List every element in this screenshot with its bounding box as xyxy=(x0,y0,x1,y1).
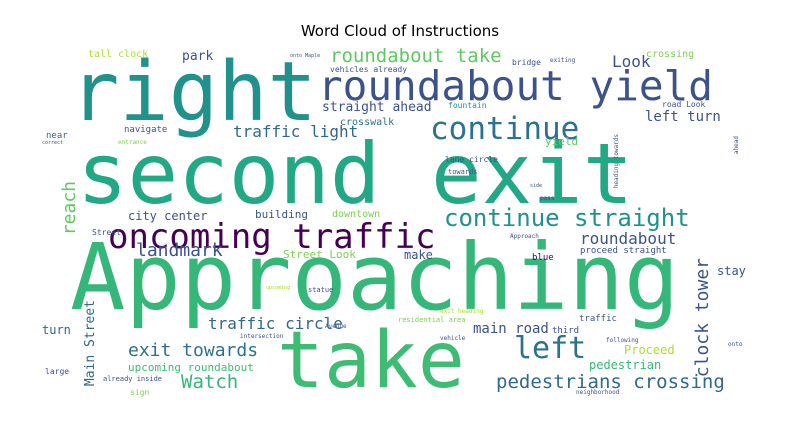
word-make: make xyxy=(404,248,433,262)
word-sign: sign xyxy=(130,388,150,397)
word-third: third xyxy=(552,326,580,336)
word-reach: reach xyxy=(59,181,80,236)
word-crossing: crossing xyxy=(646,49,695,60)
word-second-exit: second exit xyxy=(77,125,634,223)
word-yield: yield xyxy=(545,135,579,148)
word-traffic-light: traffic light xyxy=(233,122,359,141)
word-proceed-straight: proceed straight xyxy=(580,246,667,256)
word-continue-straight: continue straight xyxy=(444,204,690,232)
word-near: near xyxy=(46,131,68,141)
word-roundabout: roundabout xyxy=(580,229,677,248)
word-onto-maple: onto Maple xyxy=(290,53,321,59)
word-lane-circle: lane circle xyxy=(445,155,498,164)
chart-title: Word Cloud of Instructions xyxy=(300,22,500,40)
word-tall-clock: tall clock xyxy=(88,49,149,60)
word-bridge: bridge xyxy=(512,58,541,67)
word-main-street: Main Street xyxy=(83,300,98,387)
word-navigate: navigate xyxy=(124,125,168,135)
word-upcoming: upcoming xyxy=(266,285,291,291)
word-watch: Watch xyxy=(181,371,239,393)
word-upcoming-roundabout: upcoming roundabout xyxy=(128,361,254,374)
word-left-turn: left turn xyxy=(645,109,721,125)
word-left: left xyxy=(514,331,587,366)
word-clock-tower: clock tower xyxy=(692,258,713,378)
word-pass: pass xyxy=(540,195,555,202)
word-city-center: city center xyxy=(128,209,208,223)
word-roundabout-yield: roundabout yield xyxy=(318,62,713,110)
word-right: right xyxy=(70,45,317,140)
word-roundabout-take: roundabout take xyxy=(330,45,502,67)
word-approach: Approach xyxy=(510,233,539,240)
word-intersection: intersection xyxy=(240,333,284,340)
word-side: side xyxy=(530,183,543,189)
word-large: large xyxy=(45,367,70,376)
word-landmark: landmark xyxy=(136,240,223,261)
word-straight-ahead: straight ahead xyxy=(322,100,432,115)
word-oncoming-traffic: oncoming traffic xyxy=(108,217,436,257)
word-street: Street xyxy=(92,228,121,237)
word-cloud: second exit Approaching right take round… xyxy=(40,44,756,408)
word-exit-heading: exit heading xyxy=(440,308,484,315)
word-traffic: traffic xyxy=(579,314,617,324)
word-traffic-circle: traffic circle xyxy=(208,314,343,333)
word-continue: continue xyxy=(430,111,580,147)
word-street-look: Street Look xyxy=(283,248,356,261)
word-following: following xyxy=(606,337,639,344)
word-main-road: main road xyxy=(473,321,549,337)
word-blue: blue xyxy=(532,253,554,263)
word-downtown: downtown xyxy=(332,209,381,220)
word-road-look: road Look xyxy=(662,100,706,109)
word-pedestrians-crossing: pedestrians crossing xyxy=(496,371,725,393)
word-towards: towards xyxy=(448,168,478,176)
word-exit-towards: exit towards xyxy=(128,340,259,361)
word-vehicle: vehicle xyxy=(440,335,466,342)
word-exiting: exiting xyxy=(550,57,576,64)
word-pedestrian: pedestrian xyxy=(589,358,662,372)
word-park: park xyxy=(182,49,214,64)
word-correct: correct xyxy=(42,140,64,146)
word-statue: statue xyxy=(308,286,334,294)
word-approaching: Approaching xyxy=(70,224,680,331)
word-building: building xyxy=(255,208,308,221)
word-ahead: ahead xyxy=(733,136,740,155)
word-crosswalk: crosswalk xyxy=(340,117,395,128)
word-entrance: entrance xyxy=(118,139,147,146)
word-turn: turn xyxy=(42,323,71,337)
word-proceed: Proceed xyxy=(624,343,675,357)
word-avenue: Avenue xyxy=(325,323,347,330)
word-vehicles-already: vehicles already xyxy=(330,65,408,74)
word-onto: onto xyxy=(728,341,743,348)
word-look: Look xyxy=(612,52,651,71)
word-neighborhood: neighborhood xyxy=(576,389,620,396)
word-stay: stay xyxy=(717,264,746,278)
word-take: take xyxy=(277,316,465,406)
word-already-inside: already inside xyxy=(103,375,163,383)
word-heading-towards: heading towards xyxy=(613,134,620,189)
word-fountain: fountain xyxy=(448,101,487,110)
word-residential-area: residential area xyxy=(398,316,466,324)
